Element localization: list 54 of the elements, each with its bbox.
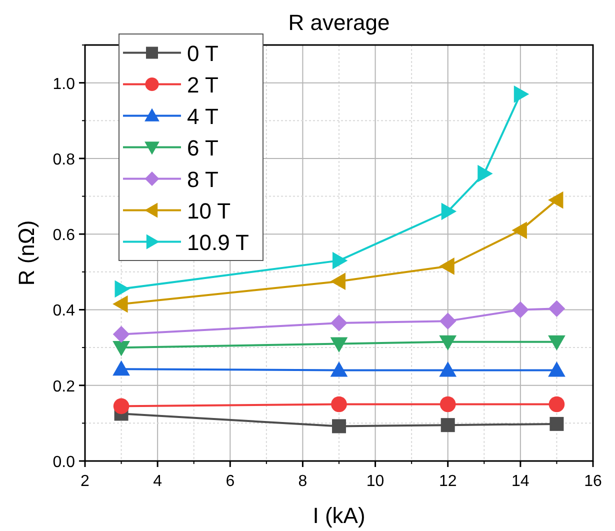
y-axis-title: R (nΩ) — [14, 220, 39, 286]
y-tick-label: 0.2 — [52, 378, 76, 396]
y-tick-label: 0.4 — [52, 302, 76, 320]
point — [512, 301, 529, 318]
point — [330, 314, 348, 332]
point — [514, 85, 530, 103]
y-tick-label: 1.0 — [52, 76, 76, 93]
y-tick-label: 0.8 — [52, 151, 76, 168]
point — [330, 272, 346, 290]
point — [332, 252, 348, 270]
point — [114, 280, 130, 298]
point — [548, 335, 566, 351]
y-tick-label: 0.6 — [52, 227, 76, 244]
point — [112, 295, 128, 313]
point — [478, 164, 493, 182]
point — [439, 362, 457, 377]
x-tick-label: 2 — [80, 473, 90, 490]
point — [112, 341, 130, 356]
legend-label: 8 T — [187, 166, 218, 192]
point — [113, 398, 130, 414]
legend-label: 4 T — [187, 104, 218, 129]
x-tick-label: 4 — [153, 473, 162, 490]
x-axis-title: I (kA) — [312, 503, 366, 528]
x-tick-label: 14 — [512, 473, 530, 490]
point — [548, 191, 564, 209]
x-tick-label: 12 — [438, 473, 457, 490]
chart-title: R average — [288, 10, 390, 35]
point — [439, 312, 456, 330]
point — [550, 416, 564, 431]
point — [112, 326, 130, 343]
x-tick-label: 10 — [366, 473, 384, 490]
point — [548, 362, 566, 377]
point — [439, 335, 457, 351]
y-tick-label: 0.0 — [52, 454, 76, 471]
point — [548, 396, 565, 412]
point — [112, 360, 130, 376]
x-tick-label: 8 — [298, 473, 308, 490]
legend-label: 6 T — [187, 135, 218, 160]
legend-label: 2 T — [187, 72, 218, 98]
x-tick-label: 16 — [584, 473, 602, 490]
point — [331, 396, 347, 412]
legend-label: 10.9 T — [187, 230, 249, 255]
point — [439, 258, 454, 275]
legend-label: 10 T — [187, 198, 231, 224]
point — [330, 362, 348, 377]
legend-label: 0 T — [187, 40, 218, 66]
point — [512, 222, 527, 239]
point — [440, 396, 456, 412]
point — [548, 300, 566, 317]
x-tick-label: 6 — [226, 473, 235, 490]
point — [441, 202, 457, 220]
point — [330, 337, 348, 352]
point — [332, 419, 346, 434]
point — [440, 418, 455, 432]
